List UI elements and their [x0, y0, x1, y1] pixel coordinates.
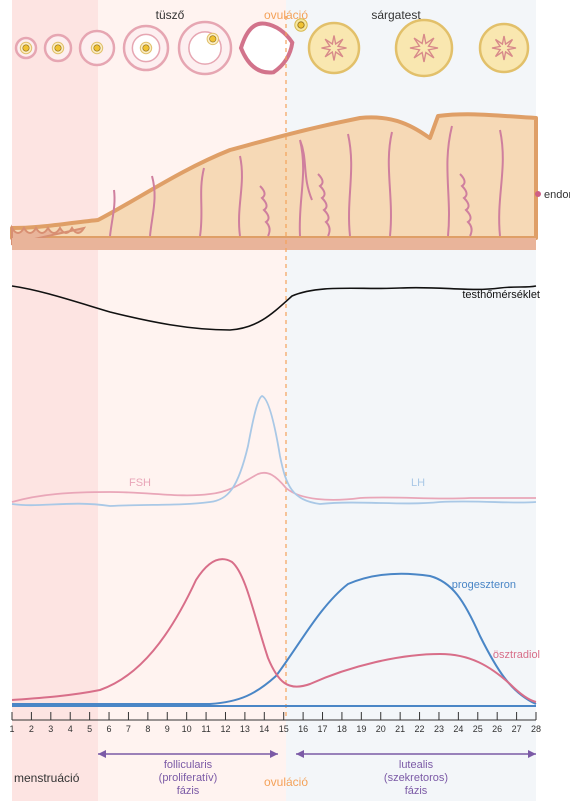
menstrual-cycle-diagram: tüsző ovuláció sárgatest endometrium testhőm…	[0, 0, 570, 801]
follicle-stage	[309, 23, 359, 73]
phase-label-follicularis: fázis	[177, 785, 200, 797]
label-ovulacio_bottom: ovuláció	[264, 775, 308, 789]
axis-tick-label: 13	[240, 724, 250, 734]
follicle-stage	[396, 20, 452, 76]
label-progesterone: progeszteron	[452, 579, 516, 591]
axis-tick-label: 15	[279, 724, 289, 734]
axis-tick-label: 21	[395, 724, 405, 734]
label-sargatest: sárgatest	[371, 8, 421, 22]
phase-label-lutealis: (szekretoros)	[384, 772, 448, 784]
axis-tick-label: 11	[201, 724, 210, 734]
phase-band-follicular	[98, 0, 286, 801]
axis-tick-label: 6	[107, 724, 112, 734]
axis-tick-label: 9	[165, 724, 170, 734]
axis-tick-label: 19	[356, 724, 366, 734]
label-endometrium: endometrium	[544, 189, 570, 201]
axis-tick-label: 27	[512, 724, 522, 734]
axis-tick-label: 24	[453, 724, 463, 734]
axis-tick-label: 14	[259, 724, 269, 734]
phase-label-lutealis: lutealis	[399, 759, 434, 771]
axis-tick-label: 4	[68, 724, 73, 734]
phase-label-follicularis: (proliferatív)	[159, 772, 218, 784]
axis-tick-label: 18	[337, 724, 347, 734]
follicle-stage	[45, 35, 71, 61]
axis-tick-label: 23	[434, 724, 444, 734]
follicle-stage	[124, 26, 168, 70]
phase-label-lutealis: fázis	[405, 785, 428, 797]
axis-tick-label: 10	[182, 724, 192, 734]
axis-tick-label: 17	[318, 724, 328, 734]
axis-tick-label: 3	[48, 724, 53, 734]
label-menstruacio: menstruáció	[14, 771, 80, 785]
follicle-stage	[480, 24, 528, 72]
axis-tick-label: 22	[415, 724, 425, 734]
axis-tick-label: 5	[87, 724, 92, 734]
follicle-stage	[80, 31, 114, 65]
axis-tick-label: 8	[145, 724, 150, 734]
follicle-stage	[16, 38, 36, 58]
label-estradiol: ösztradiol	[493, 649, 540, 661]
axis-tick-label: 26	[492, 724, 502, 734]
axis-tick-label: 28	[531, 724, 541, 734]
axis-tick-label: 16	[298, 724, 308, 734]
axis-tick-label: 20	[376, 724, 386, 734]
axis-tick-label: 2	[29, 724, 34, 734]
axis-tick-label: 12	[220, 724, 230, 734]
phase-band-menstruation	[12, 0, 98, 801]
label-tuszo: tüsző	[156, 8, 185, 22]
axis-tick-label: 25	[473, 724, 483, 734]
follicle-stage	[179, 22, 231, 74]
label-lh: LH	[411, 477, 425, 489]
axis-tick-label: 7	[126, 724, 131, 734]
label-fsh: FSH	[129, 477, 151, 489]
axis-tick-label: 1	[9, 724, 14, 734]
label-temperature: testhőmérséklet	[462, 289, 540, 301]
phase-label-follicularis: follicularis	[164, 759, 213, 771]
